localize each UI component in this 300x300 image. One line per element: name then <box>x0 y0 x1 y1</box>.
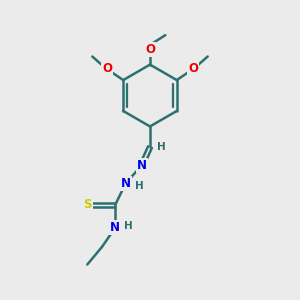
Text: N: N <box>137 159 147 172</box>
Text: N: N <box>121 177 130 190</box>
Text: N: N <box>110 221 120 234</box>
Text: H: H <box>135 181 144 191</box>
Text: O: O <box>145 43 155 56</box>
Text: O: O <box>102 62 112 75</box>
Text: O: O <box>188 62 198 75</box>
Text: H: H <box>124 221 133 231</box>
Text: S: S <box>84 198 92 211</box>
Text: H: H <box>157 142 166 152</box>
